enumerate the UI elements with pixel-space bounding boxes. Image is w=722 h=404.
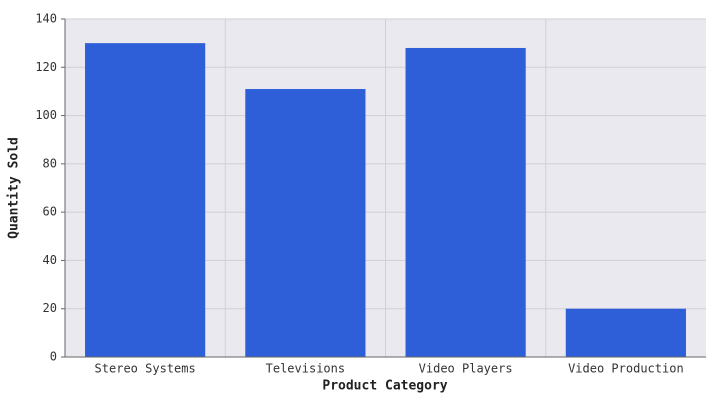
- x-axis-title: Product Category: [322, 379, 447, 394]
- x-tick-label: Video Production: [568, 362, 684, 376]
- bar: [565, 308, 686, 357]
- bar: [85, 43, 206, 358]
- y-axis-title: Quantity Sold: [7, 137, 22, 239]
- x-tick-label: Stereo Systems: [95, 362, 196, 376]
- y-tick-label: 120: [35, 60, 57, 74]
- bar: [405, 47, 526, 357]
- x-tick-label: Video Players: [419, 362, 513, 376]
- x-tick-label: Televisions: [266, 362, 345, 376]
- y-tick-label: 20: [43, 301, 57, 315]
- y-tick-label: 140: [35, 12, 57, 26]
- bar: [245, 89, 366, 357]
- y-tick-label: 80: [43, 156, 57, 170]
- y-tick-label: 40: [43, 253, 57, 267]
- y-tick-label: 100: [35, 108, 57, 122]
- y-tick-label: 0: [50, 350, 57, 364]
- y-tick-label: 60: [43, 205, 57, 219]
